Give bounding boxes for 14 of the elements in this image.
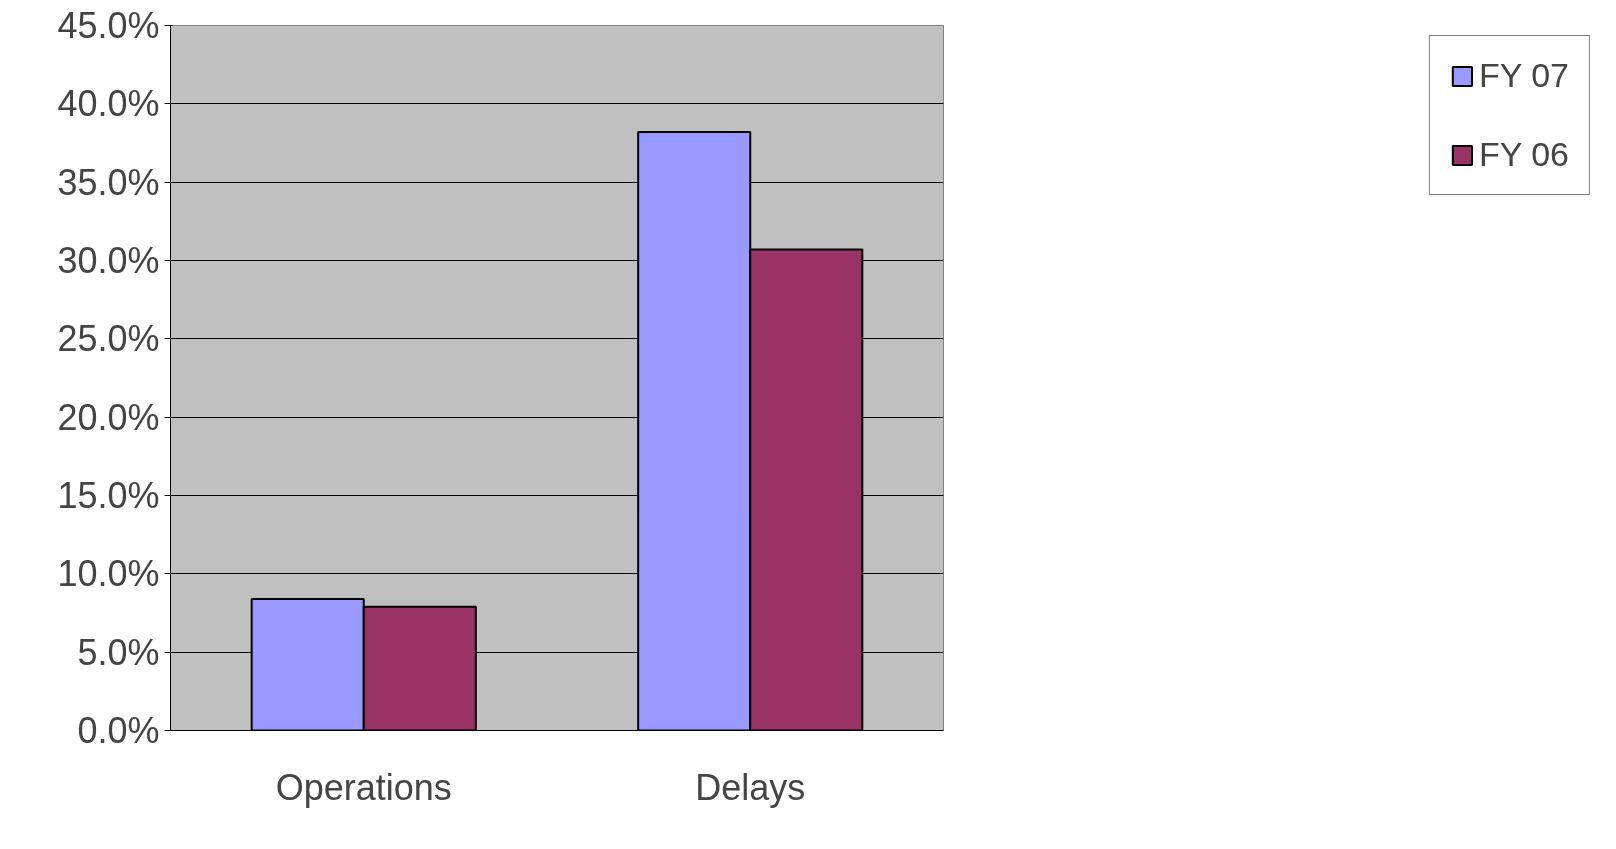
x-tick-label: Operations bbox=[275, 766, 452, 808]
y-tick-label: 20.0% bbox=[57, 396, 160, 438]
legend-label: FY 06 bbox=[1478, 135, 1569, 174]
y-tick-label: 15.0% bbox=[57, 475, 160, 516]
y-tick-label: 10.0% bbox=[57, 553, 160, 595]
y-tick-label: 25.0% bbox=[57, 318, 160, 360]
x-tick-label: Delays bbox=[695, 766, 806, 808]
y-tick-label: 0.0% bbox=[77, 710, 160, 751]
y-tick-label: 5.0% bbox=[77, 631, 160, 673]
y-tick-label: 30.0% bbox=[57, 240, 160, 281]
y-tick-label: 35.0% bbox=[57, 161, 160, 203]
legend-label: FY 07 bbox=[1478, 56, 1569, 95]
y-tick-label: 40.0% bbox=[57, 83, 160, 125]
y-tick-label: 45.0% bbox=[57, 5, 160, 46]
